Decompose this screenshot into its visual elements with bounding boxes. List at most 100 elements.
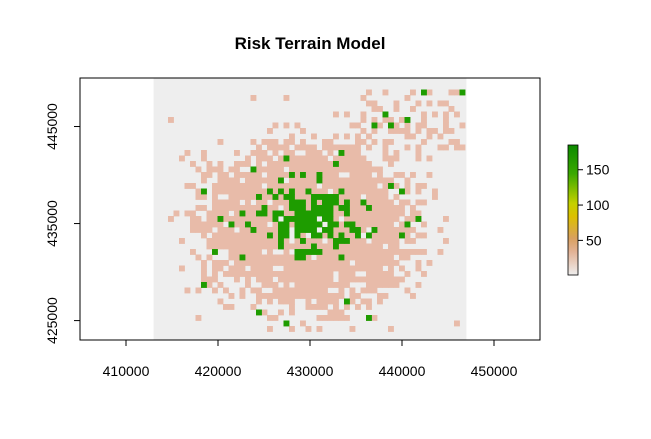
low-risk-cell	[217, 282, 224, 288]
low-risk-cell	[327, 166, 334, 173]
high-risk-cell	[261, 210, 268, 217]
high-risk-cell	[355, 232, 361, 239]
low-risk-cell	[250, 249, 257, 255]
low-risk-cell	[360, 155, 367, 162]
low-risk-cell	[250, 95, 257, 101]
low-risk-cell	[344, 188, 350, 195]
low-risk-cell	[415, 100, 422, 107]
high-risk-cell	[349, 227, 356, 233]
low-risk-cell	[283, 172, 290, 178]
low-risk-cell	[217, 188, 224, 195]
low-risk-cell	[316, 161, 323, 167]
low-risk-cell	[305, 265, 312, 272]
colorbar-tick-label: 100	[586, 197, 610, 213]
low-risk-cell	[239, 216, 246, 222]
low-risk-cell	[377, 227, 383, 233]
low-risk-cell	[371, 188, 378, 195]
low-risk-cell	[305, 199, 312, 206]
low-risk-cell	[283, 260, 290, 266]
low-risk-cell	[443, 238, 449, 244]
low-risk-cell	[388, 161, 394, 167]
low-risk-cell	[228, 304, 235, 310]
low-risk-cell	[360, 221, 367, 228]
low-risk-cell	[294, 166, 301, 173]
low-risk-cell	[322, 188, 328, 195]
high-risk-cell	[294, 210, 301, 217]
low-risk-cell	[272, 287, 279, 294]
low-risk-cell	[327, 172, 334, 178]
low-risk-cell	[377, 122, 383, 129]
low-risk-cell	[333, 304, 339, 310]
low-risk-cell	[377, 271, 383, 277]
low-risk-cell	[234, 183, 240, 189]
high-risk-cell	[316, 205, 323, 211]
high-risk-cell	[327, 221, 334, 228]
low-risk-cell	[371, 276, 378, 283]
low-risk-cell	[338, 271, 345, 277]
low-risk-cell	[245, 194, 251, 200]
low-risk-cell	[256, 188, 262, 195]
low-risk-cell	[322, 232, 328, 239]
low-risk-cell	[382, 194, 389, 200]
high-risk-cell	[278, 243, 284, 250]
low-risk-cell	[261, 166, 268, 173]
low-risk-cell	[217, 260, 224, 266]
low-risk-cell	[267, 326, 273, 332]
high-risk-cell	[322, 210, 328, 217]
low-risk-cell	[388, 227, 394, 233]
low-risk-cell	[382, 89, 389, 96]
low-risk-cell	[366, 210, 372, 217]
low-risk-cell	[327, 260, 334, 266]
low-risk-cell	[217, 210, 224, 217]
low-risk-cell	[344, 254, 350, 261]
low-risk-cell	[234, 221, 240, 228]
low-risk-cell	[410, 227, 416, 233]
low-risk-cell	[234, 243, 240, 250]
high-risk-cell	[344, 205, 350, 211]
low-risk-cell	[239, 293, 246, 299]
low-risk-cell	[322, 260, 328, 266]
low-risk-cell	[195, 194, 202, 200]
low-risk-cell	[195, 227, 202, 233]
low-risk-cell	[333, 293, 339, 299]
x-tick-label: 440000	[379, 363, 426, 379]
low-risk-cell	[382, 188, 389, 195]
low-risk-cell	[338, 287, 345, 294]
low-risk-cell	[366, 199, 372, 206]
low-risk-cell	[267, 293, 273, 299]
low-risk-cell	[388, 199, 394, 206]
high-risk-cell	[371, 122, 378, 129]
low-risk-cell	[278, 309, 284, 316]
low-risk-cell	[256, 249, 262, 255]
low-risk-cell	[393, 276, 400, 283]
low-risk-cell	[267, 298, 273, 305]
low-risk-cell	[245, 238, 251, 244]
low-risk-cell	[256, 172, 262, 178]
low-risk-cell	[371, 287, 378, 294]
low-risk-cell	[360, 249, 367, 255]
low-risk-cell	[206, 282, 213, 288]
low-risk-cell	[366, 282, 372, 288]
low-risk-cell	[217, 265, 224, 272]
low-risk-cell	[349, 205, 356, 211]
low-risk-cell	[393, 227, 400, 233]
low-risk-cell	[294, 260, 301, 266]
low-risk-cell	[437, 249, 444, 255]
low-risk-cell	[322, 254, 328, 261]
low-risk-cell	[426, 128, 433, 134]
low-risk-cell	[250, 205, 257, 211]
low-risk-cell	[283, 282, 290, 288]
high-risk-cell	[294, 205, 301, 211]
low-risk-cell	[256, 260, 262, 266]
low-risk-cell	[338, 227, 345, 233]
low-risk-cell	[212, 221, 218, 228]
low-risk-cell	[316, 293, 323, 299]
high-risk-cell	[305, 216, 312, 222]
low-risk-cell	[349, 326, 356, 332]
low-risk-cell	[382, 249, 389, 255]
low-risk-cell	[305, 298, 312, 305]
high-risk-cell	[311, 249, 317, 255]
low-risk-cell	[377, 243, 383, 250]
low-risk-cell	[217, 227, 224, 233]
